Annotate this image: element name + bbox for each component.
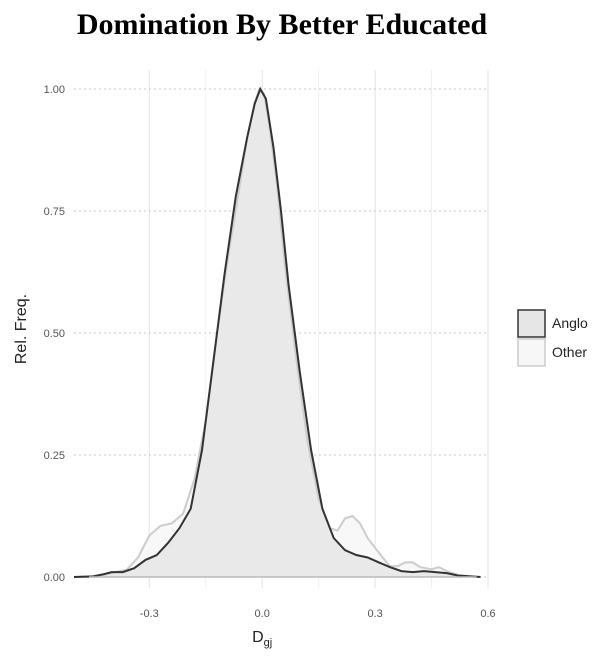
y-tick-label: 0.25 bbox=[44, 450, 65, 462]
y-tick-label: 0.50 bbox=[44, 328, 65, 340]
line-other bbox=[73, 87, 477, 578]
x-tick-label: -0.3 bbox=[140, 608, 159, 620]
legend-label-anglo: Anglo bbox=[552, 315, 588, 331]
legend-label-other: Other bbox=[552, 344, 587, 360]
x-axis-label: Dgj bbox=[252, 629, 272, 649]
x-tick-label: 0.6 bbox=[480, 608, 495, 620]
x-axis-label-subscript: gj bbox=[264, 637, 273, 649]
y-tick-label: 0.75 bbox=[44, 206, 65, 218]
x-tick-label: 0.0 bbox=[255, 608, 270, 620]
y-axis-label: Rel. Freq. bbox=[13, 294, 30, 364]
legend-key-other bbox=[517, 338, 546, 367]
legend-key-anglo bbox=[517, 309, 546, 338]
chart-title: Domination By Better Educated bbox=[76, 8, 488, 41]
density-lines bbox=[73, 86, 481, 578]
x-axis-label-main: D bbox=[252, 629, 264, 646]
y-tick-label: 0.00 bbox=[44, 572, 65, 584]
y-axis-ticks: 0.00 0.25 0.50 0.75 1.00 bbox=[44, 84, 65, 584]
line-anglo bbox=[73, 86, 481, 578]
area-anglo bbox=[74, 89, 481, 577]
x-axis-ticks: -0.3 0.0 0.3 0.6 bbox=[140, 608, 496, 620]
legend: Anglo Other bbox=[517, 309, 588, 367]
y-tick-label: 1.00 bbox=[44, 84, 65, 96]
x-tick-label: 0.3 bbox=[367, 608, 382, 620]
density-areas bbox=[74, 89, 481, 577]
